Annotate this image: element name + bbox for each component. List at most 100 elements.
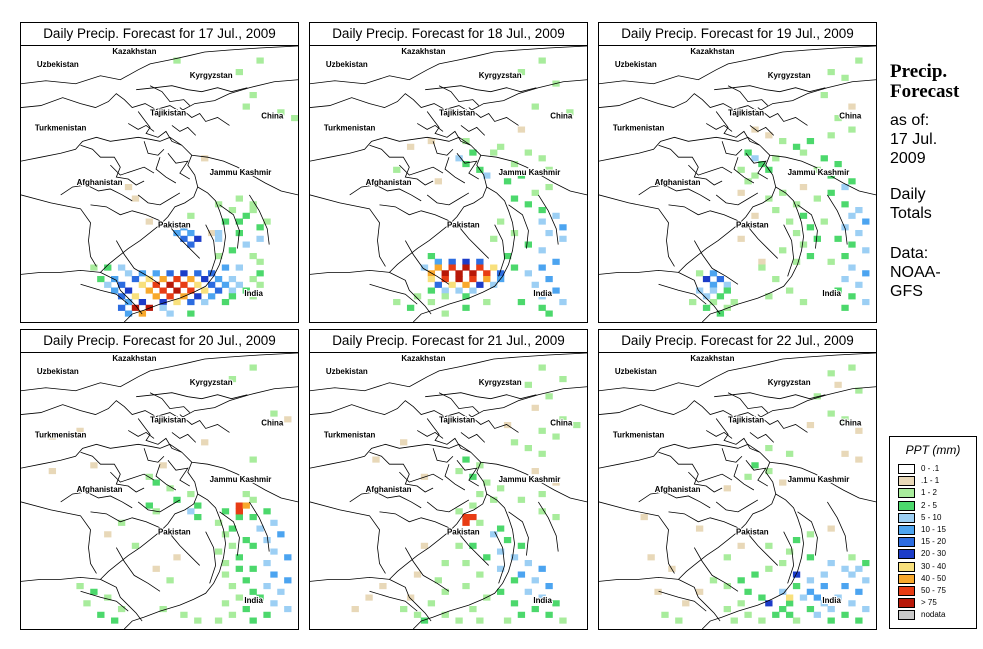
precip-cell: [531, 577, 539, 584]
precip-cell: [242, 241, 250, 248]
precip-cell: [263, 536, 271, 544]
precip-cell: [406, 594, 415, 601]
precip-cell: [517, 126, 526, 133]
precip-cell: [462, 138, 470, 145]
precip-cell: [277, 109, 285, 116]
border-line: [369, 283, 418, 305]
precip-cell: [503, 617, 512, 624]
precip-cell: [441, 310, 449, 317]
precip-cell: [848, 212, 856, 219]
label-tajikistan: Tajikistan: [150, 108, 186, 117]
border-line: [783, 224, 794, 277]
precip-cell: [524, 270, 532, 277]
legend-item: 50 - 75: [898, 586, 974, 598]
precip-cell: [214, 235, 223, 242]
precip-cell: [517, 298, 526, 306]
precip-cell: [131, 293, 140, 300]
precip-cell: [785, 611, 794, 618]
precip-cell: [400, 439, 408, 446]
precip-cell: [476, 258, 484, 265]
precip-cell: [552, 433, 560, 440]
border-line: [468, 79, 587, 112]
border-line: [599, 418, 777, 582]
precip-cell: [117, 304, 126, 311]
precip-cell: [476, 519, 484, 526]
label-china: China: [261, 111, 284, 120]
precip-cell: [524, 445, 532, 452]
precip-cell: [152, 479, 160, 486]
precip-cell: [785, 450, 794, 457]
precip-cell: [441, 287, 449, 294]
precip-cell: [538, 218, 546, 225]
precip-cell: [393, 298, 401, 306]
precip-cell: [730, 617, 738, 624]
label-china: China: [839, 418, 862, 427]
precip-cell: [559, 298, 567, 306]
sidebar-totals: Daily Totals: [890, 186, 932, 222]
precip-cell: [214, 519, 223, 526]
precip-cell: [249, 496, 257, 503]
border-line: [638, 184, 711, 202]
label-india: India: [244, 596, 263, 605]
precip-cell: [221, 298, 230, 306]
precip-cell: [462, 160, 470, 168]
precip-cell: [104, 264, 112, 271]
precip-cell: [538, 594, 546, 601]
precip-cell: [702, 276, 711, 283]
precip-cell: [235, 264, 243, 271]
border-line: [468, 386, 587, 419]
precip-cell: [462, 258, 470, 265]
label-turkmenistan: Turkmenistan: [324, 430, 376, 439]
precip-cell: [145, 276, 153, 283]
border-line: [747, 226, 778, 259]
precip-cell: [104, 531, 112, 538]
precip-cell: [792, 571, 801, 578]
precip-cell: [462, 560, 470, 567]
precip-cell: [249, 207, 257, 214]
border-line: [494, 531, 505, 584]
precip-cell: [413, 571, 422, 578]
border-line: [757, 79, 876, 112]
precip-cell: [159, 304, 167, 311]
precip-cell: [242, 536, 250, 544]
legend-item: nodata: [898, 610, 974, 622]
border-line: [658, 144, 723, 186]
label-turkmenistan: Turkmenistan: [324, 123, 376, 132]
precip-cells: [689, 57, 870, 317]
border-line: [310, 136, 472, 162]
precip-cell: [545, 166, 553, 173]
precip-cell: [538, 491, 546, 498]
precip-cell: [806, 588, 815, 595]
legend: PPT (mm) 0 - .1 .1 - 1 1 - 2 2 - 5 5 - 10 10 …: [889, 436, 977, 629]
precip-cell: [573, 422, 581, 429]
border-line: [123, 493, 226, 629]
precip-cell: [124, 298, 133, 306]
precip-cell: [365, 594, 373, 601]
precip-cell: [792, 229, 801, 237]
forecast-panel: Daily Precip. Forecast for 21 Jul., 2009…: [309, 329, 588, 630]
precip-cell: [744, 588, 752, 595]
precip-cell: [702, 293, 711, 300]
border-line: [458, 226, 489, 259]
admin-borders: [21, 353, 298, 629]
label-kyrgyzstan: Kyrgyzstan: [768, 71, 811, 80]
border-line: [21, 418, 199, 582]
precip-cell: [194, 281, 202, 288]
precip-cell: [827, 189, 835, 196]
precip-cell: [545, 393, 553, 400]
precip-cell: [682, 600, 690, 607]
precip-cell: [737, 235, 745, 242]
border-line: [458, 533, 489, 566]
precip-cell: [765, 132, 773, 139]
precip-cell: [111, 617, 119, 624]
legend-swatch: [898, 598, 915, 609]
precip-cell: [448, 264, 456, 271]
precip-cell: [201, 155, 209, 162]
precip-cell: [462, 293, 470, 300]
border-line: [668, 511, 739, 529]
precip-cell: [256, 235, 264, 242]
precip-cell: [166, 281, 174, 288]
legend-swatch: [898, 586, 915, 596]
legend-label: 2 - 5: [921, 500, 938, 510]
border-line: [460, 432, 486, 443]
